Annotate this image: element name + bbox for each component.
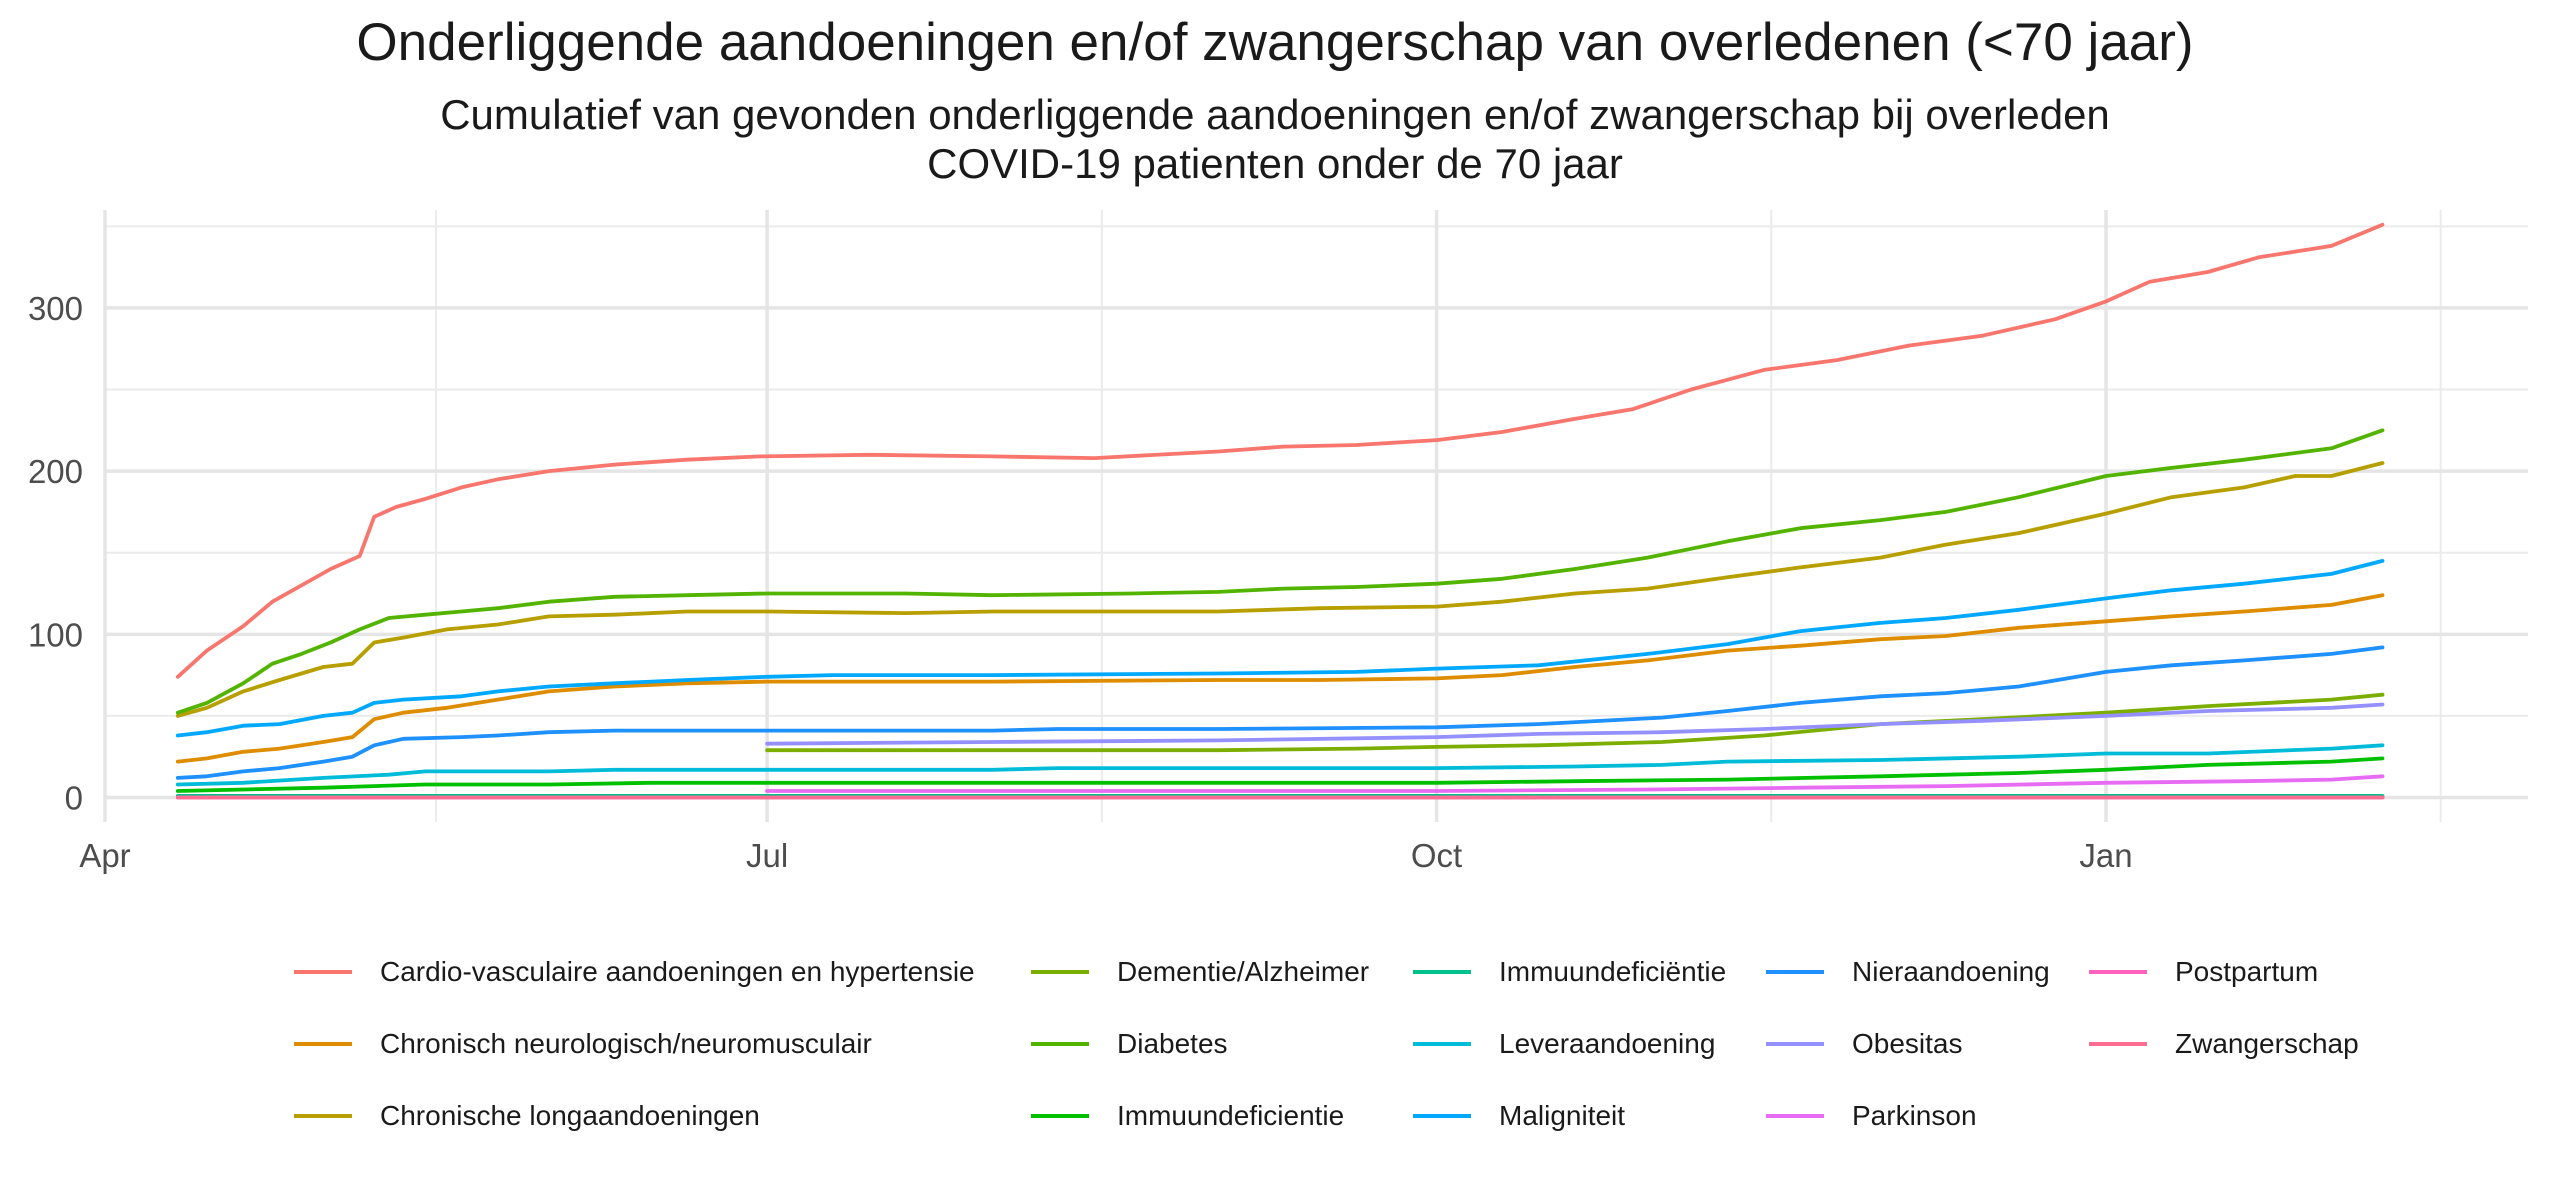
- x-tick-label: Apr: [79, 837, 130, 874]
- legend-label: Diabetes: [1117, 1028, 1228, 1059]
- y-axis-tick-labels: 0 100 200 300: [28, 290, 83, 817]
- series-line: [175, 428, 2385, 715]
- legend-key-swatch: [2089, 1042, 2147, 1046]
- legend-key-swatch: [1031, 1114, 1089, 1118]
- legend-label: Cardio-vasculaire aandoeningen en hypert…: [380, 956, 975, 987]
- legend-key-swatch: [294, 1114, 352, 1118]
- legend-key-swatch: [294, 1042, 352, 1046]
- legend-label: Obesitas: [1852, 1028, 1963, 1059]
- legend-key-swatch: [2089, 970, 2147, 974]
- series-line: [175, 756, 2385, 793]
- y-tick-label: 200: [28, 453, 83, 490]
- series-line: [765, 774, 2385, 793]
- legend-label: Chronisch neurologisch/neuromusculair: [380, 1028, 872, 1059]
- series-line: [175, 743, 2385, 787]
- x-tick-label: Oct: [1411, 837, 1462, 874]
- legend-label: Parkinson: [1852, 1100, 1977, 1131]
- chart-subtitle: Cumulatief van gevonden onderliggende aa…: [0, 90, 2550, 188]
- minor-gridlines: [105, 210, 2528, 822]
- legend-key-swatch: [1413, 1042, 1471, 1046]
- series-line: [175, 222, 2385, 679]
- legend-label: Leveraandoening: [1499, 1028, 1716, 1059]
- x-tick-label: Jan: [2079, 837, 2132, 874]
- major-gridlines: [103, 210, 2528, 822]
- legend-label: Dementie/Alzheimer: [1117, 956, 1370, 987]
- x-tick-label: Jul: [746, 837, 788, 874]
- legend-key-swatch: [1031, 1042, 1089, 1046]
- legend-key-swatch: [294, 970, 352, 974]
- series-lines: [175, 222, 2385, 800]
- legend-key-swatch: [1766, 1114, 1824, 1118]
- subtitle-line-2: COVID-19 patienten onder de 70 jaar: [927, 140, 1623, 187]
- legend-label: Chronische longaandoeningen: [380, 1100, 760, 1131]
- series-line: [175, 593, 2385, 764]
- legend-label: Maligniteit: [1499, 1100, 1626, 1131]
- legend-key-swatch: [1766, 1042, 1824, 1046]
- series-line: [765, 702, 2385, 746]
- legend-key-swatch: [1413, 970, 1471, 974]
- y-tick-label: 300: [28, 290, 83, 327]
- line-chart: 0 100 200 300 Apr Jul Oct Jan: [28, 210, 2528, 874]
- x-axis-tick-labels: Apr Jul Oct Jan: [79, 837, 2132, 874]
- subtitle-line-1: Cumulatief van gevonden onderliggende aa…: [440, 91, 2110, 138]
- y-tick-label: 0: [65, 780, 83, 817]
- legend-key-swatch: [1031, 970, 1089, 974]
- legend-label: Nieraandoening: [1852, 956, 2050, 987]
- series-line: [175, 645, 2385, 780]
- chart-title: Onderliggende aandoeningen en/of zwanger…: [356, 13, 2194, 72]
- legend-label: Immuundeficiëntie: [1499, 956, 1727, 987]
- legend-label: Immuundeficientie: [1117, 1100, 1345, 1131]
- series-line: [175, 559, 2385, 738]
- legend-key-swatch: [1413, 1114, 1471, 1118]
- y-tick-label: 100: [28, 616, 83, 653]
- series-line: [175, 461, 2385, 718]
- legend-key-swatch: [1766, 970, 1824, 974]
- legend-label: Postpartum: [2175, 956, 2319, 987]
- series-line: [765, 692, 2385, 753]
- legend-label: Zwangerschap: [2175, 1028, 2359, 1059]
